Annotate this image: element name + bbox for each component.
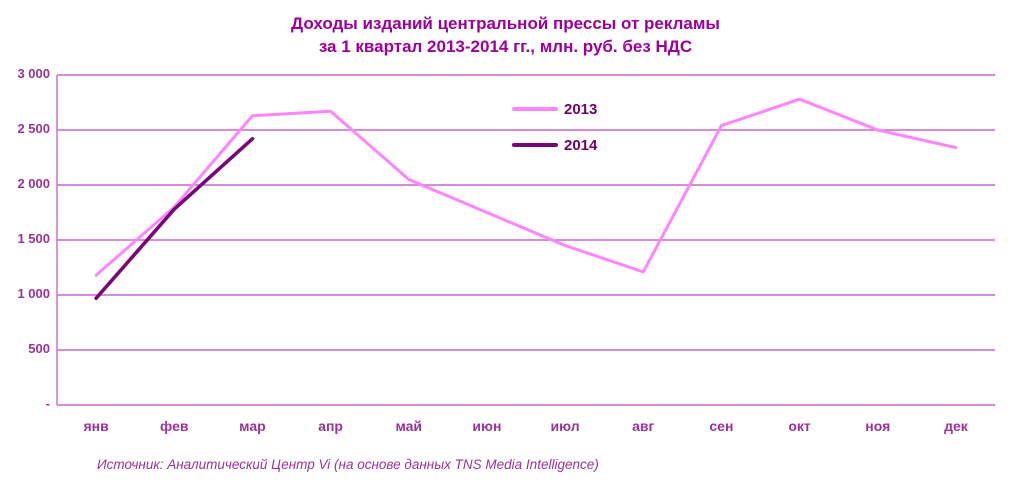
legend-line-2013-swatch: [512, 107, 558, 111]
chart-title: Доходы изданий центральной прессы от рек…: [0, 12, 1011, 58]
y-axis-tick-label: 2 000: [17, 176, 50, 191]
x-axis-tick-label: ноя: [865, 418, 891, 434]
chart-legend: 2013 2014: [512, 98, 597, 170]
x-axis-tick-label: май: [395, 418, 423, 434]
x-axis-tick-label: янв: [83, 418, 109, 434]
y-axis-tick-label: 1 500: [17, 231, 50, 246]
legend-line-2014-swatch: [512, 143, 558, 147]
chart-title-line1: Доходы изданий центральной прессы от рек…: [291, 14, 720, 33]
legend-label-2013: 2013: [564, 100, 598, 118]
series-line-2014: [94, 137, 255, 301]
x-axis-tick-label: июл: [550, 418, 580, 434]
x-axis-tick-label: июн: [472, 418, 502, 434]
x-axis-tick-label: авг: [632, 418, 655, 434]
legend-label-2014: 2014: [564, 136, 598, 154]
y-axis-tick-label: 2 500: [17, 121, 50, 136]
x-axis-tick-label: дек: [944, 418, 968, 434]
series-line-2013: [94, 97, 958, 277]
source-note: Источник: Аналитический Центр Vi (на осн…: [97, 457, 599, 472]
x-axis-tick-label: окт: [788, 418, 811, 434]
y-axis-tick-label: 500: [28, 341, 50, 356]
x-axis-tick-label: сен: [709, 418, 734, 434]
chart-title-line2: за 1 квартал 2013-2014 гг., млн. руб. бе…: [318, 37, 693, 56]
y-axis-tick-label: -: [45, 396, 50, 411]
x-axis-tick-label: апр: [318, 418, 343, 434]
legend-item-2013: 2013: [512, 98, 597, 120]
x-axis-tick-label: фев: [160, 418, 189, 434]
y-axis-tick-label: 3 000: [17, 66, 50, 81]
legend-item-2014: 2014: [512, 134, 597, 156]
x-axis-tick-label: мар: [239, 418, 266, 434]
y-axis: 3 000 2 500 2 000 1 500 1 000 500 -: [0, 0, 50, 483]
y-axis-tick-label: 1 000: [17, 286, 50, 301]
